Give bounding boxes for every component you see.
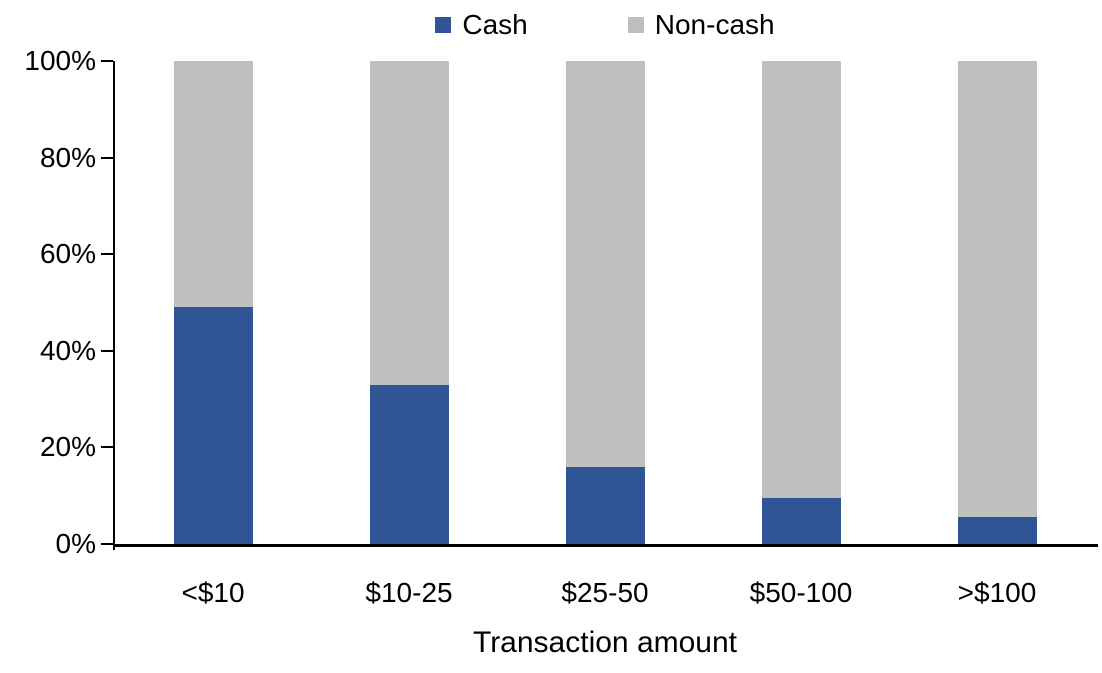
bar-segment-non-cash [761, 61, 841, 499]
bar-segment-cash [565, 466, 645, 544]
bar-segment-non-cash [369, 61, 449, 385]
legend-label-non-cash: Non-cash [654, 9, 775, 40]
x-axis-line [113, 544, 1098, 547]
bar-segment-cash [173, 307, 253, 544]
chart-legend: Cash Non-cash [115, 9, 1095, 41]
plot-area: 0% 20% 40% 60% 80% 100% <$10 $10-25 $25-50 $50-10… [24, 45, 1098, 608]
y-axis-tick-label: 80% [39, 141, 96, 173]
bar-segment-cash [369, 384, 449, 544]
bar-segment-non-cash [565, 61, 645, 467]
legend-label-cash: Cash [462, 9, 528, 40]
legend-item-cash: Cash [435, 9, 528, 41]
y-axis-tick [101, 60, 113, 62]
y-axis-tick [101, 253, 113, 256]
legend-swatch-non-cash [627, 17, 644, 34]
y-axis-tick-label: 60% [39, 238, 96, 270]
legend-item-non-cash: Non-cash [627, 9, 775, 41]
bar-segment-cash [761, 498, 841, 544]
y-axis-tick [101, 349, 113, 352]
bar-segment-cash [957, 517, 1037, 544]
y-axis-tick [101, 446, 113, 449]
bar-segment-non-cash [173, 61, 253, 308]
x-axis-category-label: $10-25 [365, 577, 453, 608]
x-axis-category-label: $50-100 [749, 577, 853, 608]
x-axis-category-label: $25-50 [561, 577, 649, 608]
y-axis-tick [101, 156, 113, 159]
x-axis-title: Transaction amount [472, 626, 738, 659]
x-axis-category-label: >$100 [957, 577, 1037, 608]
legend-swatch-cash [435, 17, 452, 34]
x-axis-category-label: <$10 [181, 577, 245, 608]
y-axis-tick-label: 100% [24, 45, 96, 76]
y-axis-tick-label: 0% [55, 528, 96, 559]
y-axis-tick-label: 20% [39, 431, 96, 463]
y-axis-tick-label: 40% [39, 334, 96, 366]
bar-segment-non-cash [957, 61, 1037, 518]
y-axis-tick [101, 543, 113, 545]
y-axis-line [113, 61, 115, 550]
